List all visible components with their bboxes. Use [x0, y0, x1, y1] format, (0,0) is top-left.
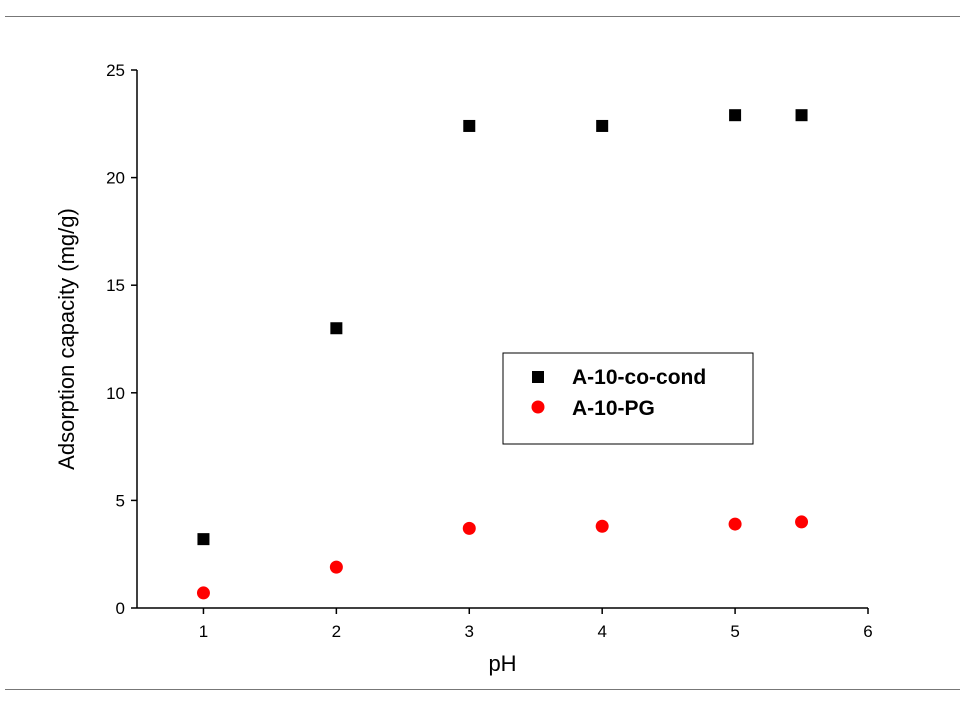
- data-point-a-10-pg: [728, 517, 742, 531]
- top-border-rule: [5, 16, 960, 17]
- data-point-a-10-co-cond: [463, 119, 476, 132]
- x-axis-title: pH: [488, 651, 516, 676]
- y-axis-title: Adsorption capacity (mg/g): [54, 208, 79, 470]
- legend-marker-a-10-co-cond: [532, 371, 544, 383]
- bottom-border-rule: [5, 689, 960, 690]
- y-tick-label: 15: [106, 276, 125, 295]
- y-tick-label: 20: [106, 169, 125, 188]
- data-point-a-10-pg: [595, 519, 609, 533]
- y-tick-label: 25: [106, 61, 125, 80]
- x-tick-label: 3: [465, 622, 474, 641]
- data-point-a-10-co-cond: [330, 322, 343, 335]
- data-point-a-10-pg: [329, 560, 343, 574]
- x-tick-label: 4: [597, 622, 606, 641]
- data-point-a-10-co-cond: [729, 109, 742, 122]
- x-tick-label: 5: [730, 622, 739, 641]
- legend: A-10-co-cond A-10-PG: [502, 352, 754, 445]
- y-axis-ticks: 0 5 10 15 20 25: [106, 61, 137, 618]
- x-tick-label: 6: [863, 622, 872, 641]
- legend-marker-a-10-pg: [531, 400, 545, 414]
- legend-box: [502, 352, 754, 445]
- y-tick-label: 0: [116, 599, 125, 618]
- legend-label-a-10-pg: A-10-PG: [572, 397, 655, 420]
- x-tick-label: 1: [199, 622, 208, 641]
- y-tick-label: 5: [116, 491, 125, 510]
- x-tick-label: 2: [332, 622, 341, 641]
- data-point-a-10-pg: [462, 521, 476, 535]
- x-axis-ticks: 1 2 3 4 5 6: [199, 608, 873, 641]
- data-point-a-10-co-cond: [197, 533, 210, 546]
- data-point-a-10-co-cond: [596, 119, 609, 132]
- data-points: [196, 109, 809, 600]
- data-point-a-10-pg: [795, 515, 809, 529]
- data-point-a-10-pg: [196, 586, 210, 600]
- legend-label-a-10-co-cond: A-10-co-cond: [572, 366, 706, 389]
- axes: 0 5 10 15 20 25 1 2 3 4 5 6: [106, 61, 873, 641]
- data-point-a-10-co-cond: [795, 109, 808, 122]
- y-tick-label: 10: [106, 384, 125, 403]
